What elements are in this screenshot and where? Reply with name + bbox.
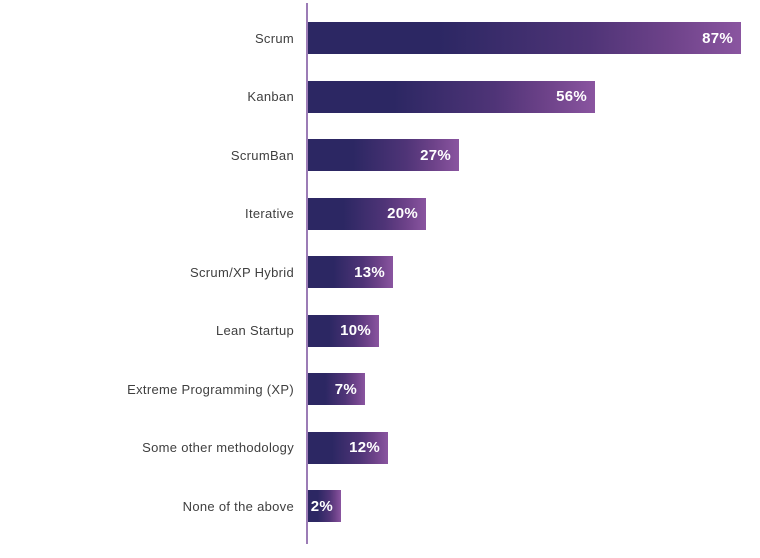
bar-area: 2% xyxy=(308,490,760,523)
bar: 27% xyxy=(308,139,459,172)
bar-area: 12% xyxy=(308,431,760,464)
bar-area: 13% xyxy=(308,256,760,289)
chart-row: Lean Startup 10% xyxy=(0,302,760,361)
chart-row: Extreme Programming (XP) 7% xyxy=(0,360,760,419)
bar-area: 20% xyxy=(308,197,760,230)
value-label: 13% xyxy=(354,263,385,281)
category-label: Kanban xyxy=(247,89,294,105)
value-label: 7% xyxy=(334,380,357,398)
bar: 2% xyxy=(308,490,341,523)
category-label: Lean Startup xyxy=(215,323,294,339)
category-label: Iterative xyxy=(245,206,294,222)
chart-row: None of the above 2% xyxy=(0,477,760,536)
value-label: 20% xyxy=(387,205,418,223)
value-label: 10% xyxy=(340,322,371,340)
bar: 12% xyxy=(308,431,388,464)
bar: 7% xyxy=(308,373,365,406)
chart-rows: Scrum 87% Kanban 56% ScrumBan 27% Iterat… xyxy=(0,9,760,536)
bar: 10% xyxy=(308,314,379,347)
category-label: Some other methodology xyxy=(142,440,294,456)
bar: 13% xyxy=(308,256,393,289)
category-label: Scrum/XP Hybrid xyxy=(190,264,294,280)
value-label: 27% xyxy=(420,146,451,164)
bar-area: 56% xyxy=(308,80,760,113)
category-label: Scrum xyxy=(254,30,294,46)
value-label: 87% xyxy=(702,29,733,47)
bar-area: 7% xyxy=(308,373,760,406)
bar-area: 27% xyxy=(308,139,760,172)
bar: 87% xyxy=(308,22,741,55)
y-axis-line xyxy=(306,3,308,544)
chart-row: Kanban 56% xyxy=(0,68,760,127)
value-label: 2% xyxy=(310,497,333,515)
chart-row: Scrum/XP Hybrid 13% xyxy=(0,243,760,302)
chart-row: Scrum 87% xyxy=(0,9,760,68)
chart-row: ScrumBan 27% xyxy=(0,126,760,185)
chart-row: Iterative 20% xyxy=(0,185,760,244)
bar-area: 87% xyxy=(308,22,760,55)
category-label: Extreme Programming (XP) xyxy=(127,381,294,397)
bar-area: 10% xyxy=(308,314,760,347)
bar: 56% xyxy=(308,80,595,113)
value-label: 12% xyxy=(349,439,380,457)
category-label: ScrumBan xyxy=(230,147,294,163)
value-label: 56% xyxy=(556,88,587,106)
bar: 20% xyxy=(308,197,426,230)
chart-row: Some other methodology 12% xyxy=(0,419,760,478)
category-label: None of the above xyxy=(182,498,294,514)
